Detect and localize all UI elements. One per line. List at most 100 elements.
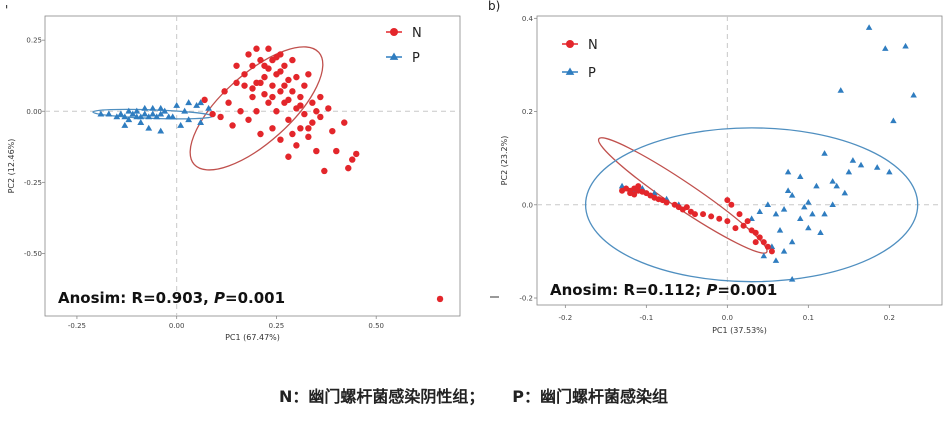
point-n-a bbox=[293, 73, 300, 81]
anosim-annotation-a: Anosim: R=0.903, P=0.001 bbox=[58, 289, 285, 307]
point-n-b bbox=[631, 191, 638, 198]
point-p-a bbox=[157, 110, 165, 117]
point-p-b bbox=[910, 91, 917, 98]
point-n-a bbox=[285, 116, 292, 123]
point-n-a bbox=[341, 119, 348, 126]
caption-p-group: P：幽门螺杆菌感染组 bbox=[512, 387, 668, 406]
anosim-p-value-a: =0.001 bbox=[225, 289, 285, 307]
point-n-a bbox=[237, 108, 244, 115]
legend-marker-p-a bbox=[389, 52, 399, 60]
legend-label-p-b: P bbox=[588, 66, 596, 81]
legend-label-n-a: N bbox=[412, 26, 422, 41]
point-n-a bbox=[261, 90, 268, 98]
point-p-a bbox=[181, 107, 189, 114]
point-n-a bbox=[297, 125, 304, 132]
point-p-b bbox=[833, 182, 840, 189]
point-n-a bbox=[209, 110, 216, 118]
point-p-a bbox=[137, 119, 145, 125]
point-p-a bbox=[137, 113, 145, 120]
point-n-a bbox=[245, 51, 252, 58]
anosim-stat-a: Anosim: R=0.903, bbox=[58, 289, 214, 307]
point-p-a bbox=[125, 107, 133, 114]
point-n-b bbox=[756, 234, 763, 241]
plot-frame-b bbox=[536, 15, 943, 306]
point-n-b bbox=[724, 218, 731, 225]
point-n-b bbox=[752, 239, 759, 246]
point-n-a bbox=[257, 56, 264, 64]
point-p-b bbox=[797, 215, 804, 221]
anosim-annotation-b: Anosim: R=0.112; P=0.001 bbox=[550, 281, 777, 299]
point-p-b bbox=[788, 275, 796, 282]
point-n-b bbox=[700, 211, 707, 218]
point-n-a bbox=[317, 113, 324, 121]
point-n-a bbox=[257, 79, 264, 87]
point-n-a bbox=[249, 62, 256, 69]
point-p-b bbox=[829, 178, 836, 184]
point-n-a bbox=[265, 45, 272, 52]
point-n-a bbox=[301, 110, 308, 118]
point-n-a bbox=[289, 130, 296, 138]
point-p-a bbox=[121, 121, 129, 128]
point-p-b bbox=[886, 168, 893, 175]
point-n-a bbox=[321, 167, 328, 175]
point-p-a bbox=[125, 116, 133, 123]
point-n-a bbox=[253, 45, 260, 52]
y-axis-label-b: PC2 (23.2%) bbox=[500, 136, 509, 186]
point-n-a bbox=[305, 133, 312, 141]
point-n-a bbox=[333, 147, 340, 155]
point-p-a bbox=[113, 113, 121, 120]
point-n-a bbox=[277, 68, 284, 75]
point-n-a bbox=[261, 62, 268, 69]
y-axis-label-a: PC2 (12.46%) bbox=[7, 139, 16, 194]
point-n-a bbox=[233, 79, 240, 87]
plot-frame-a bbox=[44, 15, 461, 317]
point-p-a bbox=[169, 113, 177, 120]
point-n-a bbox=[297, 93, 304, 101]
point-n-a bbox=[436, 295, 444, 303]
point-n-b bbox=[740, 222, 747, 229]
caption: N：幽门螺杆菌感染阴性组； P：幽门螺杆菌感染组 bbox=[0, 383, 947, 407]
point-n-a bbox=[269, 93, 276, 101]
x-tick-label-a: 0.00 bbox=[169, 322, 185, 330]
point-n-a bbox=[273, 54, 280, 61]
point-n-b bbox=[764, 243, 771, 250]
point-p-b bbox=[776, 227, 784, 233]
point-p-b bbox=[837, 87, 844, 93]
point-p-a bbox=[173, 101, 181, 108]
point-n-a bbox=[305, 71, 312, 78]
point-p-b bbox=[801, 203, 808, 210]
y-tick-label-a: 0.25 bbox=[26, 37, 42, 45]
y-tick-label-b: 0.4 bbox=[522, 15, 534, 23]
legend-label-p-a: P bbox=[412, 51, 420, 66]
point-p-b bbox=[857, 161, 865, 168]
chart-a-panel: -0.25 0.00 0.25 0.50 0.25 0.00 -0.25 -0.50 PC1 (… bbox=[0, 0, 470, 350]
point-p-a bbox=[153, 113, 161, 120]
point-n-b bbox=[708, 213, 715, 220]
point-p-a bbox=[177, 121, 185, 128]
point-n-a bbox=[249, 85, 256, 92]
point-n-a bbox=[285, 153, 292, 160]
legend-marker-p-b bbox=[565, 67, 575, 75]
anosim-p-letter-a: P bbox=[214, 289, 225, 307]
point-p-a bbox=[205, 104, 213, 111]
point-p-a bbox=[185, 99, 193, 106]
point-p-b bbox=[829, 201, 836, 207]
point-p-a bbox=[149, 110, 157, 117]
point-n-a bbox=[265, 99, 272, 106]
point-n-a bbox=[313, 147, 320, 155]
point-n-b bbox=[724, 197, 731, 204]
point-n-a bbox=[309, 99, 316, 106]
point-p-b bbox=[784, 187, 792, 194]
point-n-a bbox=[257, 130, 264, 138]
point-n-b bbox=[663, 199, 670, 206]
point-n-b bbox=[691, 211, 698, 218]
y-tick-label-a: -0.50 bbox=[24, 250, 42, 258]
point-p-b bbox=[756, 208, 763, 214]
point-p-b bbox=[809, 210, 816, 217]
x-tick-label-b: 0.0 bbox=[722, 314, 733, 322]
point-p-a bbox=[157, 104, 165, 111]
x-tick-label-b: -0.2 bbox=[559, 314, 573, 322]
point-n-a bbox=[277, 136, 284, 143]
point-p-b bbox=[780, 247, 788, 254]
anosim-stat-b: Anosim: R=0.112; bbox=[550, 281, 706, 299]
